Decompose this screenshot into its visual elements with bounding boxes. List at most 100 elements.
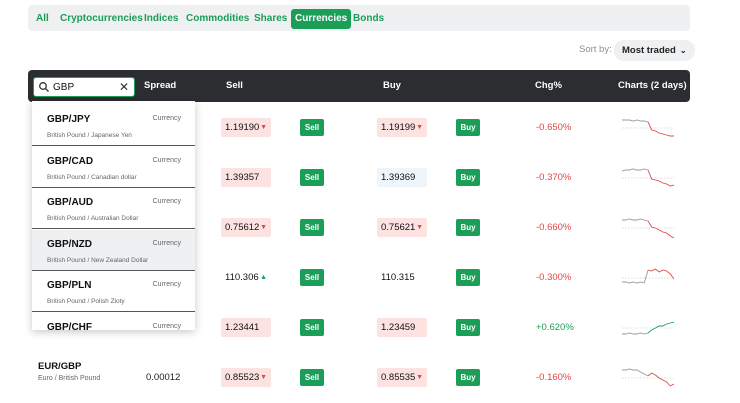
header-sell: Sell: [226, 80, 243, 91]
sell-price-value: 110.306: [225, 272, 259, 283]
sell-button[interactable]: Sell: [300, 219, 324, 236]
search-box: ✕: [33, 77, 135, 97]
header-chg: Chg%: [535, 80, 562, 91]
sell-button[interactable]: Sell: [300, 319, 324, 336]
search-results-dropdown: GBP/JPY Currency British Pound / Japanes…: [32, 101, 195, 330]
result-symbol: GBP/CHF: [47, 321, 92, 331]
arrow-down-icon: ▼: [416, 374, 423, 381]
sparkline-previous: [622, 368, 649, 377]
header-buy: Buy: [383, 80, 401, 91]
buy-price: 1.39369: [377, 168, 427, 187]
arrow-down-icon: ▼: [416, 124, 423, 131]
result-symbol: GBP/NZD: [47, 238, 92, 250]
sell-price: 1.23441: [221, 318, 271, 337]
sell-button[interactable]: Sell: [300, 269, 324, 286]
table-row: 0.75612 ▼ Sell 0.75621 ▼ Buy -0.660%: [28, 203, 690, 253]
table-header: Spread Sell Buy Chg% Charts (2 days): [28, 70, 690, 102]
tab-currencies[interactable]: Currencies: [291, 9, 352, 29]
result-type: Currency: [152, 156, 181, 164]
buy-price-value: 0.75621: [381, 222, 416, 233]
sort-dropdown[interactable]: Most traded ⌄: [614, 40, 695, 61]
change-percent: -0.660%: [536, 222, 572, 233]
tab-all[interactable]: All: [36, 13, 49, 24]
sparkline-current: [647, 169, 674, 187]
change-percent: -0.370%: [536, 172, 572, 183]
buy-price-value: 0.85535: [381, 372, 416, 383]
result-symbol: GBP/PLN: [47, 280, 92, 291]
buy-price: 1.23459: [377, 318, 427, 337]
sparkline-current: [647, 321, 674, 334]
close-icon[interactable]: ✕: [118, 80, 129, 94]
change-percent: -0.300%: [536, 272, 572, 283]
result-description: British Pound / Australian Dollar: [47, 215, 139, 222]
buy-button[interactable]: Buy: [456, 369, 480, 386]
result-description: British Pound / Polish Zloty: [47, 298, 125, 305]
sparkline-chart: [622, 119, 674, 137]
sparkline-current: [647, 268, 674, 280]
buy-button[interactable]: Buy: [456, 219, 480, 236]
arrow-down-icon: ▼: [416, 224, 423, 231]
sparkline-chart: [622, 218, 674, 239]
change-percent: +0.620%: [536, 322, 574, 333]
instrument-symbol[interactable]: EUR/GBP: [38, 361, 82, 372]
sell-price: 0.85523 ▼: [221, 368, 271, 387]
table-row: 1.19190 ▼ Sell 1.19199 ▼ Buy -0.650%: [28, 103, 690, 153]
sell-price: 1.19190 ▼: [221, 118, 271, 137]
buy-button[interactable]: Buy: [456, 119, 480, 136]
buy-button[interactable]: Buy: [456, 169, 480, 186]
search-icon: [39, 82, 49, 92]
sell-price-value: 1.39357: [225, 172, 260, 183]
buy-price-value: 110.315: [381, 272, 415, 283]
sparkline-chart: [622, 321, 674, 335]
tab-commodities[interactable]: Commodities: [186, 13, 250, 24]
change-percent: -0.160%: [536, 372, 572, 383]
result-description: British Pound / New Zealand Dollar: [47, 256, 149, 264]
sell-price-value: 1.19190: [225, 122, 260, 133]
sparkline-current: [647, 220, 674, 239]
sell-price: 1.39357: [221, 168, 271, 187]
result-type: Currency: [152, 198, 181, 205]
sell-price: 110.306 ▲: [221, 268, 271, 287]
sparkline-chart: [622, 268, 674, 284]
tab-bonds[interactable]: Bonds: [353, 13, 385, 24]
result-symbol: GBP/CAD: [47, 155, 94, 167]
buy-button[interactable]: Buy: [456, 269, 480, 286]
tab-shares[interactable]: Shares: [254, 13, 288, 24]
arrow-down-icon: ▼: [260, 374, 267, 381]
search-result-item[interactable]: GBP/CAD Currency British Pound / Canadia…: [32, 147, 195, 188]
market-filter-tabs: All Cryptocurrencies Indices Commodities…: [28, 5, 690, 31]
tab-indices[interactable]: Indices: [144, 13, 179, 24]
result-description: British Pound / Japanese Yen: [47, 132, 132, 139]
search-result-item[interactable]: GBP/CHF Currency: [32, 313, 195, 331]
sparkline-current: [647, 372, 674, 387]
arrow-down-icon: ▼: [260, 224, 267, 231]
change-percent: -0.650%: [536, 122, 572, 133]
buy-price-value: 1.39369: [381, 172, 416, 183]
sort-value: Most traded: [622, 45, 676, 56]
header-spread: Spread: [144, 80, 177, 91]
table-row: 1.39357 Sell 1.39369 Buy -0.370%: [28, 153, 690, 203]
search-result-item[interactable]: GBP/NZD Currency British Pound / New Zea…: [32, 229, 195, 271]
result-description: British Pound / Canadian dollar: [47, 173, 137, 181]
result-type: Currency: [152, 115, 181, 122]
search-result-item[interactable]: GBP/PLN Currency British Pound / Polish …: [32, 271, 195, 312]
sort-label: Sort by:: [579, 44, 612, 55]
sell-button[interactable]: Sell: [300, 369, 324, 386]
buy-price: 110.315: [377, 268, 427, 287]
tab-cryptocurrencies[interactable]: Cryptocurrencies: [60, 13, 143, 24]
instrument-description: Euro / British Pound: [38, 375, 101, 382]
search-result-item[interactable]: GBP/AUD Currency British Pound / Austral…: [32, 188, 195, 229]
result-symbol: GBP/JPY: [47, 114, 91, 125]
sell-button[interactable]: Sell: [300, 169, 324, 186]
sell-button[interactable]: Sell: [300, 119, 324, 136]
table-row: 110.306 ▲ Sell 110.315 Buy -0.300%: [28, 253, 690, 303]
buy-price-value: 1.19199: [381, 122, 416, 133]
search-result-item[interactable]: GBP/JPY Currency British Pound / Japanes…: [32, 105, 195, 146]
buy-price: 1.19199 ▼: [377, 118, 427, 137]
buy-button[interactable]: Buy: [456, 319, 480, 336]
sparkline-chart: [622, 168, 674, 187]
buy-price: 0.75621 ▼: [377, 218, 427, 237]
buy-price-value: 1.23459: [381, 322, 416, 333]
search-input[interactable]: [53, 79, 115, 95]
sell-price-value: 0.75612: [225, 222, 260, 233]
